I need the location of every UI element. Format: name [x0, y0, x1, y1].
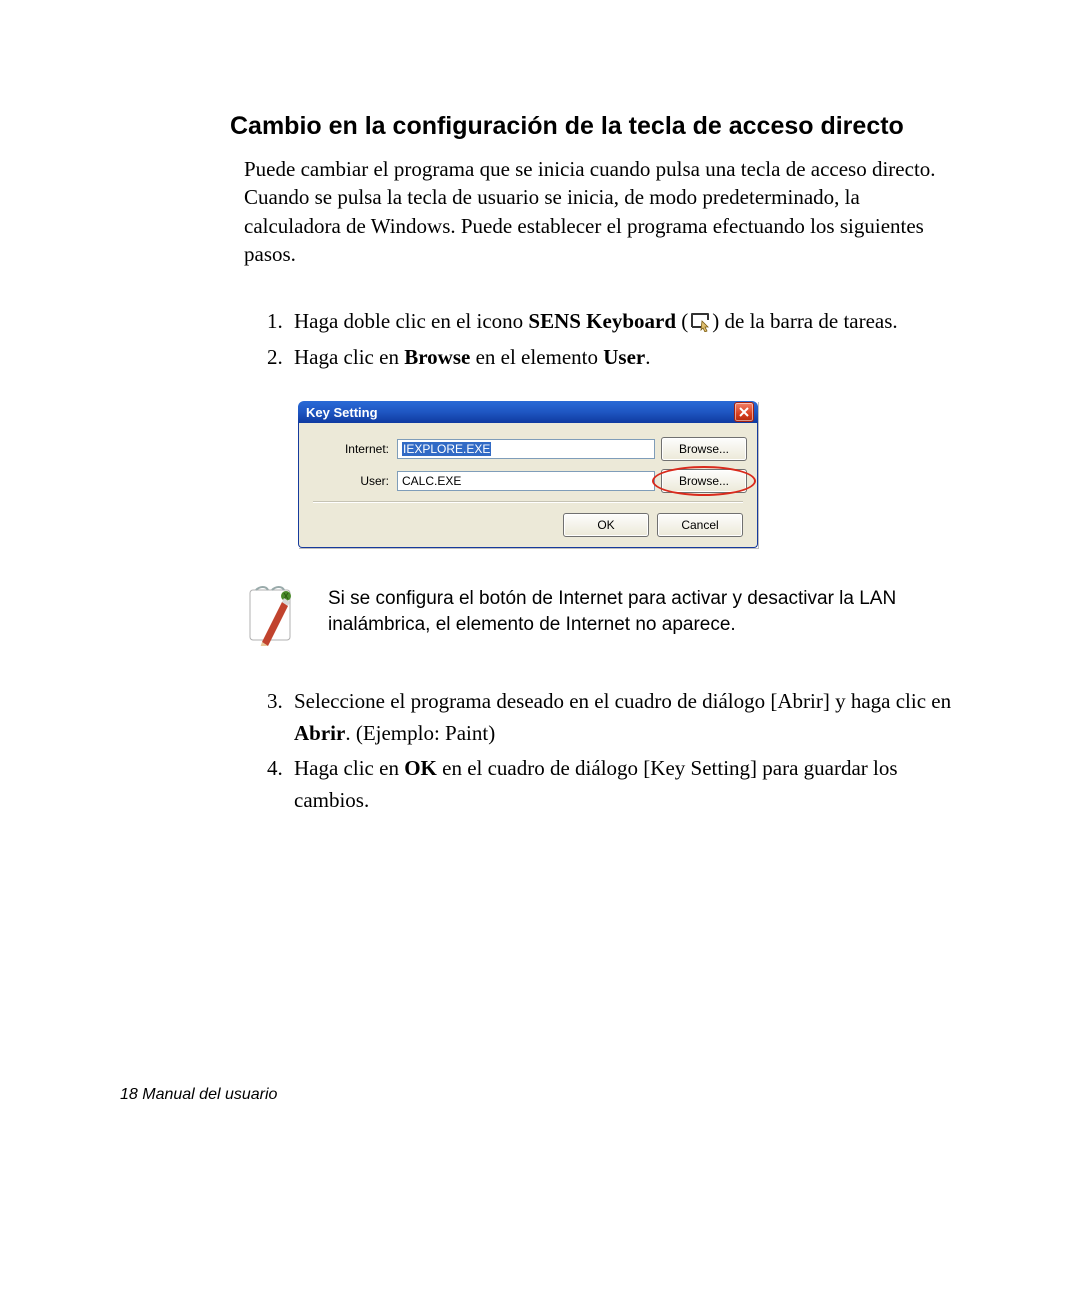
page-footer: 18 Manual del usuario [120, 1086, 277, 1104]
sens-keyboard-tray-icon [688, 310, 712, 332]
step-3: Seleccione el programa deseado en el cua… [288, 686, 960, 749]
internet-field[interactable]: IEXPLORE.EXE [397, 439, 655, 459]
note-block: Si se configura el botón de Internet par… [244, 584, 960, 646]
browse-internet-button[interactable]: Browse... [661, 437, 747, 461]
note-text: Si se configura el botón de Internet par… [328, 584, 960, 637]
intro-paragraph: Puede cambiar el programa que se inicia … [230, 155, 960, 268]
step-4: Haga clic en OK en el cuadro de diálogo … [288, 753, 960, 816]
step-1: Haga doble clic en el icono SENS Keyboar… [288, 306, 960, 338]
browse-user-button[interactable]: Browse... [661, 469, 747, 493]
key-setting-dialog: Key Setting Internet: IEXPLORE.EXE Brows… [298, 401, 758, 548]
user-field[interactable]: CALC.EXE [397, 471, 655, 491]
step-2: Haga clic en Browse en el elemento User. [288, 342, 960, 374]
internet-label: Internet: [313, 442, 397, 456]
ok-button[interactable]: OK [563, 513, 649, 537]
user-label: User: [313, 474, 397, 488]
cancel-button[interactable]: Cancel [657, 513, 743, 537]
dialog-titlebar[interactable]: Key Setting [298, 401, 758, 423]
section-heading: Cambio en la configuración de la tecla d… [230, 112, 960, 141]
divider [313, 501, 743, 503]
note-pencil-icon [244, 584, 300, 646]
dialog-title: Key Setting [306, 405, 378, 420]
close-icon[interactable] [734, 402, 754, 422]
